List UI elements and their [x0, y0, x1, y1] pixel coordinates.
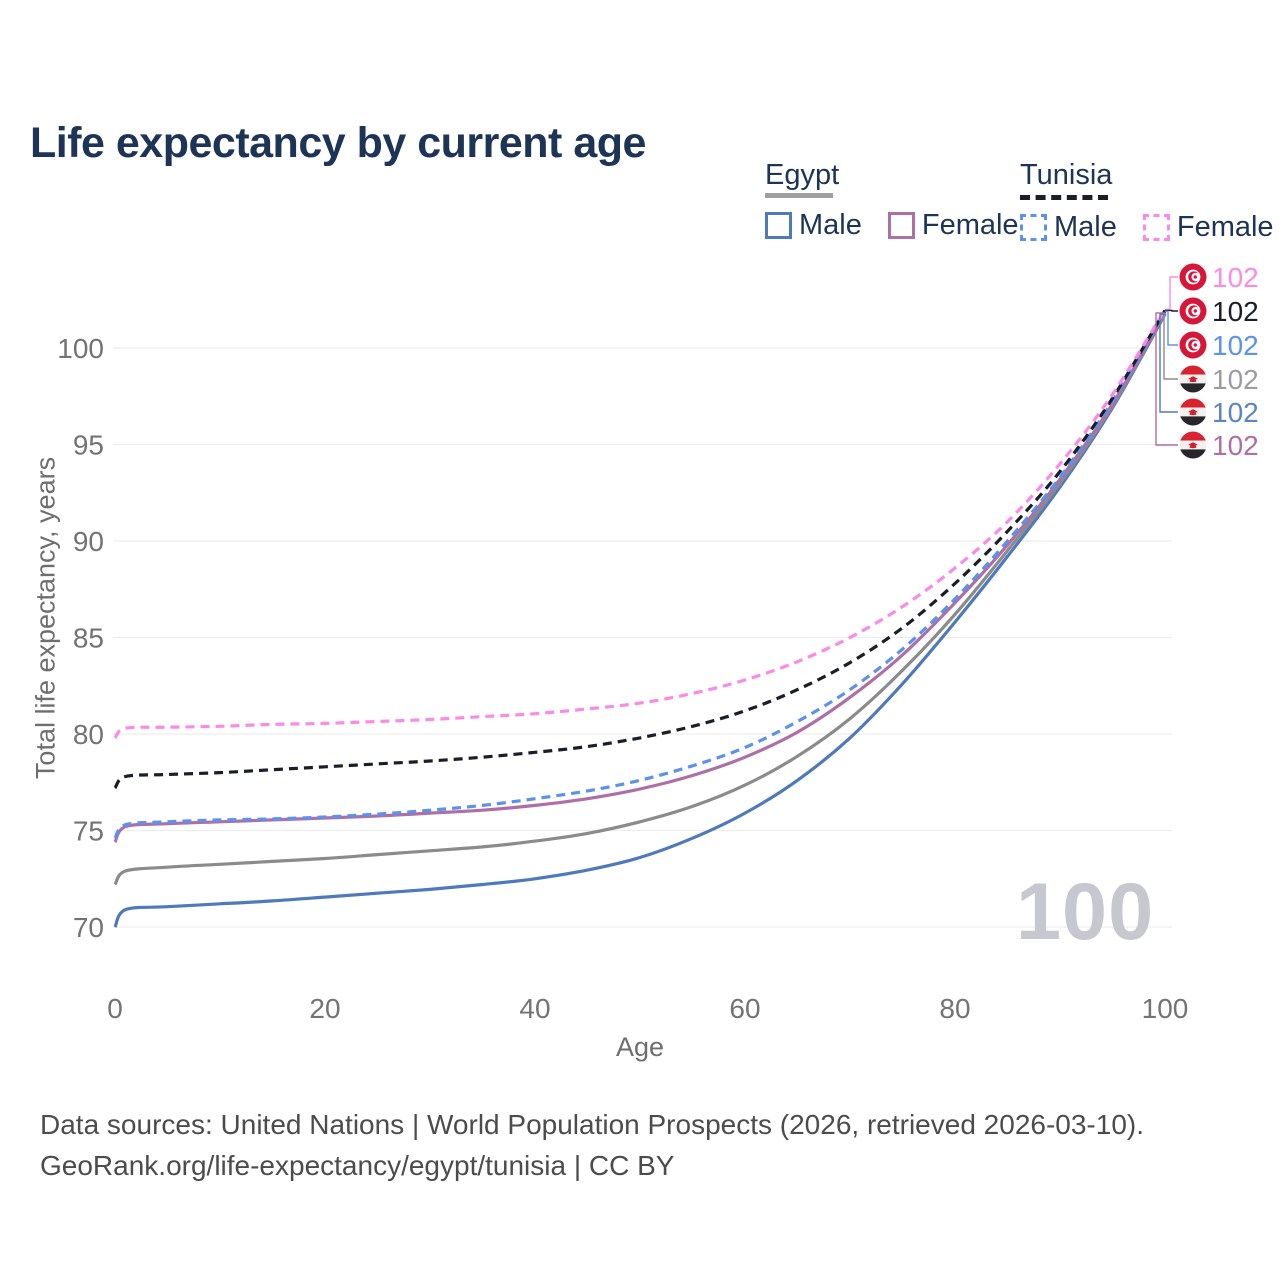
y-tick-label-85: 85 — [73, 623, 104, 654]
end-value-label-egypt-male: 102 — [1212, 397, 1259, 428]
end-value-label-egypt-both: 102 — [1212, 364, 1259, 395]
page-title: Life expectancy by current age — [30, 118, 646, 167]
y-tick-label-90: 90 — [73, 526, 104, 557]
egypt-flag-icon — [1179, 365, 1207, 393]
footer-attribution: Data sources: United Nations | World Pop… — [40, 1104, 1144, 1186]
series-line-egypt-female — [113, 312, 1167, 844]
source-url-line: GeoRank.org/life-expectancy/egypt/tunisi… — [40, 1150, 675, 1181]
x-tick-label-60: 60 — [729, 993, 760, 1024]
series-line-egypt-both — [113, 312, 1167, 886]
y-tick-label-100: 100 — [57, 333, 104, 364]
series-line-egypt-male — [113, 313, 1167, 928]
x-axis-title: Age — [615, 1032, 665, 1062]
end-value-label-egypt-female: 102 — [1212, 430, 1259, 461]
egypt-male-checkbox[interactable] — [765, 212, 792, 239]
tunisia-female-checkbox[interactable] — [1142, 214, 1170, 241]
end-value-label-tunisia-both: 102 — [1212, 296, 1259, 327]
legend-label-egypt-male: Male — [799, 209, 862, 241]
series-line-tunisia-both — [113, 309, 1167, 790]
x-tick-label-40: 40 — [519, 993, 550, 1024]
egypt-female-checkbox[interactable] — [887, 212, 915, 239]
legend-country-tunisia: Tunisia — [1020, 159, 1113, 191]
legend-label-tunisia-male: Male — [1054, 211, 1117, 243]
label-leader-egypt-male — [1159, 313, 1178, 413]
series-line-tunisia-male — [113, 310, 1167, 840]
x-tick-label-80: 80 — [939, 993, 970, 1024]
label-leader-tunisia-male — [1165, 310, 1178, 346]
label-leader-egypt-both — [1163, 312, 1178, 380]
label-leader-tunisia-both — [1165, 309, 1178, 312]
egypt-flag-icon — [1179, 398, 1207, 426]
tunisia-flag-icon — [1179, 263, 1207, 291]
y-tick-label-70: 70 — [73, 912, 104, 943]
label-leader-egypt-female — [1155, 312, 1178, 446]
end-value-label-tunisia-male: 102 — [1212, 330, 1259, 361]
y-tick-label-75: 75 — [73, 816, 104, 847]
label-leader-tunisia-female — [1165, 276, 1178, 311]
legend-group-egypt: Egypt Male Female — [765, 159, 1045, 242]
y-tick-label-80: 80 — [73, 719, 104, 750]
tunisia-male-checkbox[interactable] — [1020, 214, 1047, 241]
y-axis-title: Total life expectancy, years — [30, 456, 61, 780]
x-tick-label-0: 0 — [107, 993, 123, 1024]
egypt-flag-icon — [1179, 431, 1207, 459]
legend-group-tunisia: Tunisia Male Female — [1020, 159, 1280, 244]
watermark-100: 100 — [1016, 867, 1155, 957]
egypt-line-style-swatch — [765, 193, 833, 198]
tunisia-flag-icon — [1179, 297, 1207, 325]
x-tick-label-100: 100 — [1142, 993, 1189, 1024]
legend-country-egypt: Egypt — [765, 159, 840, 191]
end-value-label-tunisia-female: 102 — [1212, 262, 1259, 293]
series-line-tunisia-female — [113, 308, 1167, 740]
x-tick-label-20: 20 — [309, 993, 340, 1024]
legend-label-tunisia-female: Female — [1176, 211, 1274, 243]
tunisia-flag-icon — [1179, 331, 1207, 359]
data-source-line: Data sources: United Nations | World Pop… — [40, 1109, 1145, 1140]
tunisia-line-style-swatch — [1020, 195, 1108, 200]
legend-label-egypt-female: Female — [921, 209, 1019, 241]
y-tick-label-95: 95 — [73, 430, 104, 461]
